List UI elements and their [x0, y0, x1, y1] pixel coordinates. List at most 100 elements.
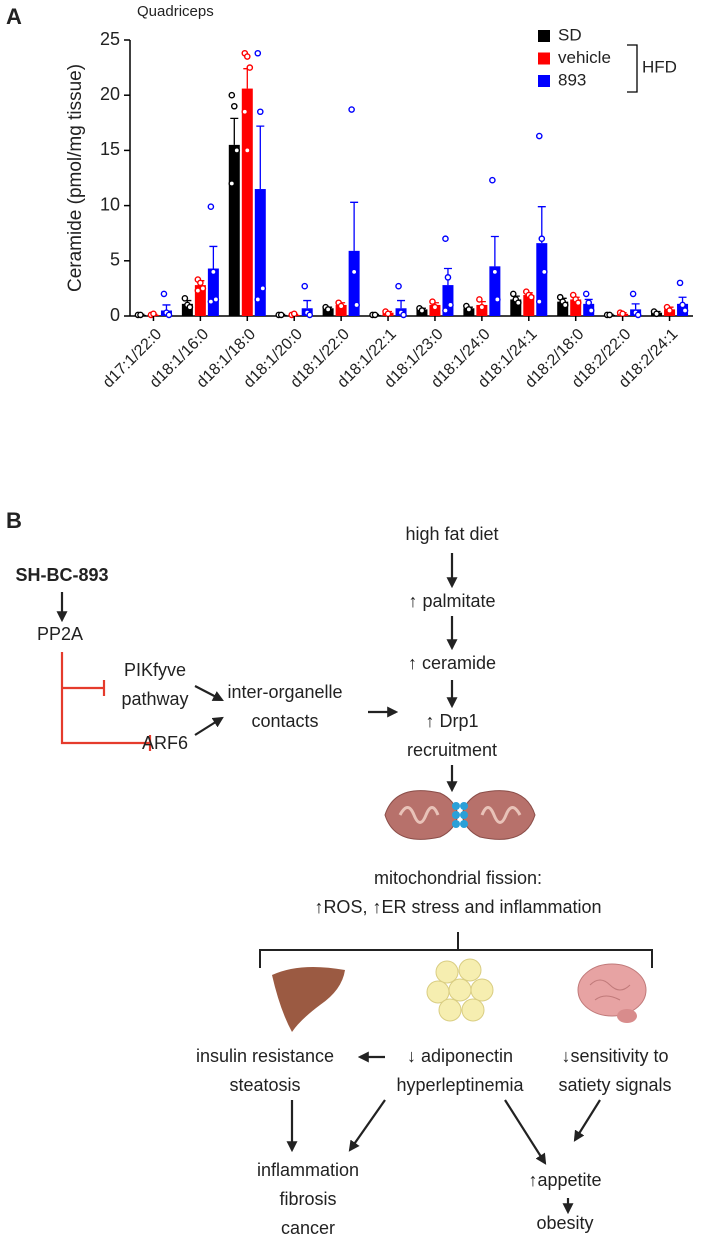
- bar: [181, 303, 193, 316]
- y-tick-label: 15: [100, 139, 120, 159]
- data-point: [582, 290, 590, 298]
- data-point: [653, 310, 660, 318]
- data-point: [290, 310, 298, 318]
- data-point: [587, 307, 595, 314]
- data-point: [228, 91, 236, 99]
- bar: [207, 268, 219, 316]
- data-point: [574, 299, 582, 307]
- data-point: [197, 279, 204, 287]
- node-label: obesity: [536, 1213, 593, 1233]
- data-point: [254, 49, 262, 57]
- data-point: [540, 268, 548, 276]
- node-label: ↓ adiponectin: [407, 1046, 513, 1066]
- y-tick-label: 25: [100, 29, 120, 49]
- node-label: inflammation: [257, 1160, 359, 1180]
- chart: Quadriceps Ceramide (pmol/mg tissue) 0 5 10 1…: [65, 3, 693, 391]
- legend-bracket: [627, 44, 638, 93]
- liver-icon: [272, 966, 345, 1032]
- data-point: [489, 176, 496, 184]
- data-point: [181, 295, 189, 302]
- data-point: [527, 293, 535, 301]
- node-label: ↑ Drp1: [425, 711, 478, 731]
- bar: [536, 243, 548, 316]
- node-label: mitochondrial fission:: [374, 868, 542, 888]
- data-point: [509, 290, 517, 298]
- data-point: [606, 311, 613, 319]
- node-label: ARF6: [142, 733, 188, 753]
- data-point: [585, 299, 593, 307]
- data-point: [233, 147, 241, 154]
- data-point: [348, 106, 355, 113]
- node-label: PIKfyve: [124, 660, 186, 680]
- bar: [489, 266, 501, 316]
- data-point: [243, 53, 251, 60]
- data-point: [259, 285, 267, 292]
- data-point: [400, 311, 407, 319]
- arrow: [573, 1099, 601, 1142]
- bar: [348, 250, 360, 316]
- bar: [570, 299, 582, 316]
- node-label: ↓sensitivity to: [561, 1046, 668, 1066]
- data-point: [350, 268, 358, 276]
- legend-label: SD: [558, 25, 582, 44]
- bar: [335, 304, 347, 316]
- data-point: [447, 301, 454, 309]
- node-label: ↑ROS, ↑ER stress and inflammation: [314, 897, 601, 917]
- node-label: hyperleptinemia: [396, 1075, 524, 1095]
- panel-label: A: [6, 4, 22, 29]
- arrow: [504, 1099, 547, 1165]
- legend-label: vehicle: [558, 48, 611, 67]
- data-point: [629, 290, 637, 298]
- node-label: SH-BC-893: [15, 565, 108, 585]
- error-bar: [243, 68, 252, 89]
- bar: [228, 144, 240, 316]
- data-point: [254, 296, 262, 303]
- node-label: cancer: [281, 1218, 335, 1238]
- y-tick-label: 10: [100, 194, 120, 214]
- data-point: [619, 310, 626, 318]
- bar: [429, 304, 441, 316]
- data-point: [207, 203, 215, 211]
- node-label: ↑ ceramide: [408, 653, 496, 673]
- data-point: [384, 310, 392, 318]
- node-label: PP2A: [37, 624, 83, 644]
- node-label: steatosis: [229, 1075, 300, 1095]
- data-point: [431, 303, 439, 311]
- data-point: [634, 311, 642, 319]
- data-point: [241, 108, 249, 116]
- data-point: [371, 311, 379, 319]
- data-point: [228, 180, 236, 187]
- bar: [194, 285, 206, 316]
- data-point: [465, 306, 473, 313]
- bar: [510, 299, 522, 316]
- error-bar: [209, 245, 218, 269]
- data-point: [429, 298, 436, 305]
- arrow: [348, 1099, 386, 1152]
- data-point: [514, 299, 522, 307]
- data-point: [491, 268, 499, 276]
- data-point: [194, 287, 202, 294]
- legend-swatch: [538, 52, 550, 65]
- data-point: [561, 301, 569, 309]
- data-point: [165, 311, 173, 319]
- error-bar: [256, 125, 265, 190]
- arrow: [194, 716, 224, 736]
- data-point: [186, 303, 194, 311]
- data-point: [478, 303, 486, 311]
- data-point: [442, 307, 449, 314]
- bar: [241, 88, 253, 317]
- mitochondrion-icon: [384, 790, 536, 840]
- data-point: [679, 301, 686, 309]
- data-point: [395, 282, 402, 290]
- legend-group-label: HFD: [642, 57, 677, 76]
- data-point: [243, 147, 251, 154]
- data-point: [676, 279, 684, 287]
- node-label: pathway: [121, 689, 188, 709]
- chart-title: Quadriceps: [137, 3, 214, 20]
- data-point: [306, 311, 314, 319]
- data-point: [681, 307, 689, 314]
- error-bar: [303, 299, 312, 309]
- data-point: [444, 274, 452, 281]
- arrow: [194, 685, 224, 702]
